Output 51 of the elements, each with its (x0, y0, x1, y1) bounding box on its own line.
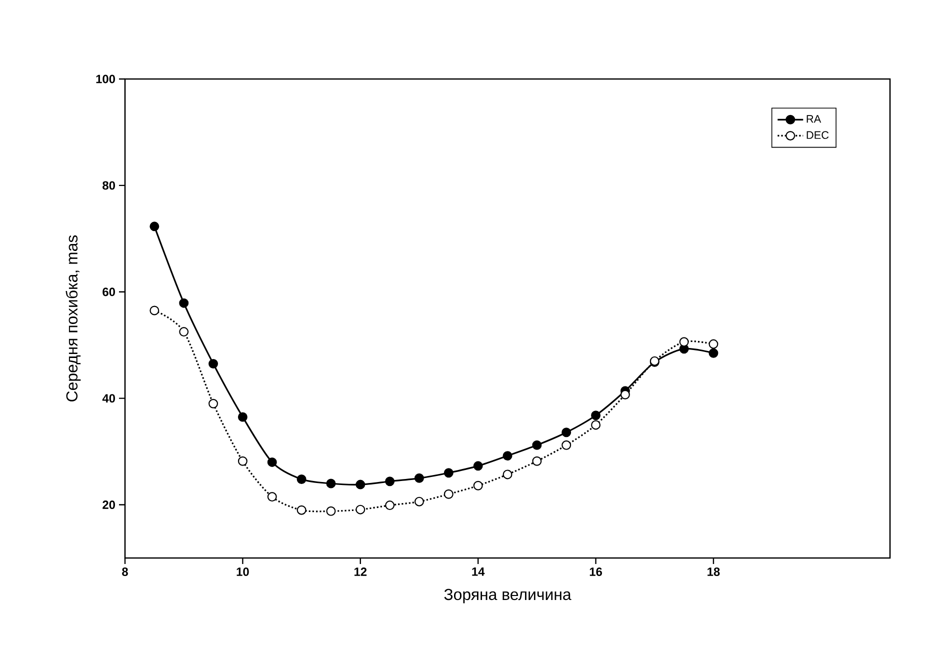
x-tick-label: 8 (122, 568, 128, 576)
x-axis-title: Зоряна величина (444, 588, 572, 604)
legend-label: RA (806, 115, 822, 123)
point (150, 222, 160, 232)
point (356, 504, 366, 514)
point (150, 306, 160, 316)
point (326, 478, 336, 488)
point (473, 480, 483, 490)
point (208, 398, 218, 408)
point (562, 428, 572, 438)
x-tick-label: 16 (590, 568, 602, 576)
point (444, 468, 454, 478)
point (267, 492, 277, 502)
x-tick-label: 14 (472, 568, 485, 576)
point (296, 474, 306, 484)
y-tick-label: 80 (102, 181, 115, 190)
point (267, 457, 277, 467)
point (708, 339, 718, 349)
point (532, 440, 542, 450)
y-tick-label: 20 (102, 500, 115, 509)
point (238, 412, 248, 422)
point (414, 473, 424, 483)
point (562, 440, 572, 450)
legend-label: DEC (806, 131, 829, 139)
y-tick-label: 40 (102, 394, 115, 403)
point (296, 505, 306, 515)
point (179, 327, 189, 337)
point (326, 506, 336, 516)
point (179, 298, 189, 308)
x-tick-label: 18 (708, 568, 720, 576)
point (620, 390, 630, 400)
x-tick-label: 12 (354, 568, 367, 576)
point (708, 348, 718, 358)
x-tick-label: 10 (236, 568, 249, 576)
point (532, 456, 542, 466)
point (385, 500, 395, 510)
y-tick-label: 100 (96, 74, 115, 84)
point (591, 410, 601, 420)
point (444, 489, 454, 499)
point (208, 358, 218, 368)
point (385, 476, 395, 486)
point (414, 496, 424, 506)
point (679, 337, 689, 347)
point (502, 470, 512, 480)
y-axis-title: Середня похибка, mas (66, 235, 81, 402)
y-tick-label: 60 (102, 288, 115, 296)
point (356, 480, 366, 490)
point (591, 420, 601, 430)
point (473, 461, 483, 471)
point (238, 456, 248, 466)
point (502, 451, 512, 461)
